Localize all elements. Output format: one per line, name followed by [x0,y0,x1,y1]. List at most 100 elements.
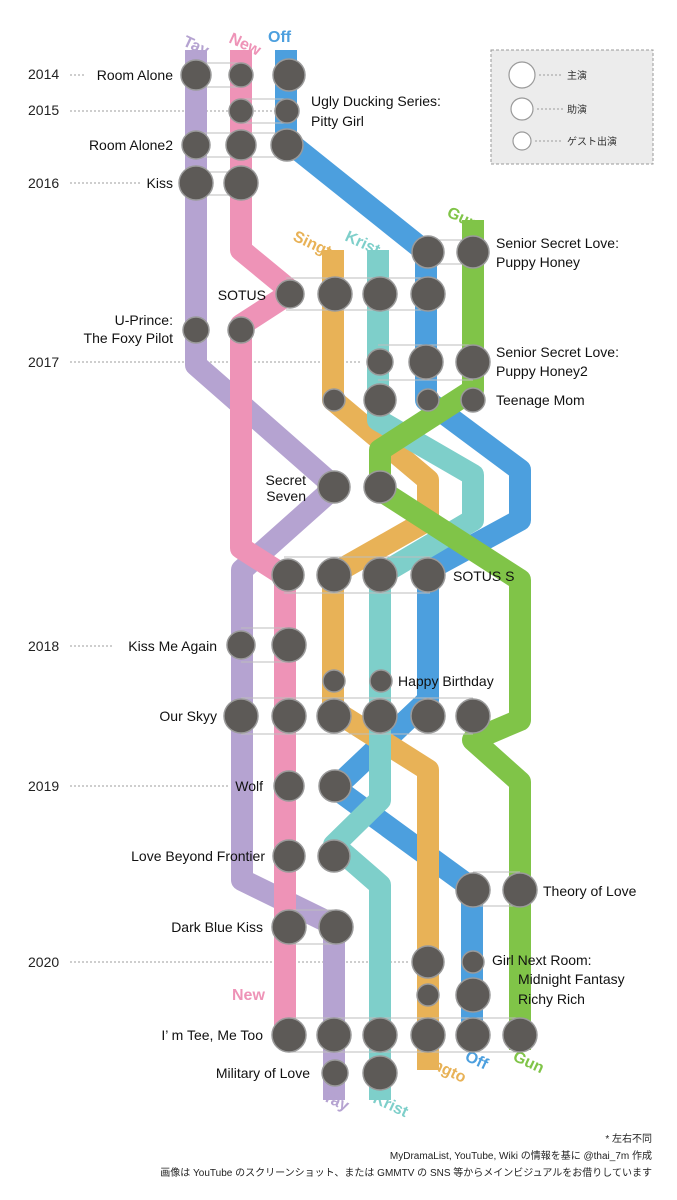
work-secret-seven-line2: Seven [266,488,306,504]
work-room-alone2: Room Alone2 [89,137,173,153]
footer-source: MyDramaList, YouTube, Wiki の情報を基に @thai_… [390,1149,652,1162]
label-new-bottom: New [232,987,265,1004]
portrait-kiss-new [223,165,259,201]
portrait-richy-singto [416,983,440,1007]
year-2014: 2014 [28,66,59,82]
portrait-our-skyy-singto [316,698,352,734]
label-off-top: Off [268,29,292,46]
work-sotus-s: SOTUS S [453,568,514,584]
work-ssl2-line2: Puppy Honey2 [496,363,588,379]
work-secret-seven-line1: Secret [266,472,307,488]
singto-line [322,250,439,1070]
portrait-theory-off [455,872,491,908]
work-wolf: Wolf [235,778,263,794]
portrait-imtee-off [455,1017,491,1053]
portrait-sotus-krist [362,276,398,312]
portrait-gnr-singto [411,945,445,979]
portrait-teenage-mom-off [416,388,440,412]
year-2017: 2017 [28,354,59,370]
work-our-skyy: Our Skyy [159,708,217,724]
actor-labels-top: Tay New Off Singto Krist Gun [180,29,480,265]
portrait-room-alone2-off [270,128,304,162]
work-richy-rich: Richy Rich [518,991,585,1007]
portrait-our-skyy-gun [455,698,491,734]
gun-line [369,220,531,1050]
work-girl-next-room-line1: Girl Next Room: [492,952,592,968]
work-sotus: SOTUS [218,287,266,303]
work-happy-birthday: Happy Birthday [398,673,494,689]
year-2019: 2019 [28,778,59,794]
portrait-sotus-off [410,276,446,312]
portrait-secret-seven-tay [317,470,351,504]
work-u-prince-line2: The Foxy Pilot [84,330,174,346]
portrait-our-skyy-krist [362,698,398,734]
legend-circle-lead [508,61,536,89]
portrait-dbk-tay [318,909,354,945]
portrait-kiss-me-again-tay [226,630,256,660]
portrait-our-skyy-off [410,698,446,734]
legend-circle-support [510,97,534,121]
portrait-ssl2-krist [366,348,394,376]
portrait-room-alone2-new [225,129,257,161]
work-kiss: Kiss [147,175,173,191]
portrait-our-skyy-new [271,698,307,734]
footer: * 左右不同 MyDramaList, YouTube, Wiki の情報を基に… [160,1132,652,1179]
work-dark-blue-kiss: Dark Blue Kiss [171,919,263,935]
work-teenage-mom: Teenage Mom [496,392,585,408]
portrait-teenage-mom-gun [460,387,486,413]
label-tay-bottom: Tay [320,1088,351,1115]
portrait-ssl-off [411,235,445,269]
portrait-sotus-s-singto [316,557,352,593]
portraits [178,58,538,1091]
portrait-ugly-ducking-off [274,98,300,124]
portrait-ssl2-off [408,344,444,380]
portrait-gnr-off [461,950,485,974]
work-ssl2-line1: Senior Secret Love: [496,344,619,360]
work-ssl-line2: Puppy Honey [496,254,580,270]
label-gun-bottom: Gun [510,1048,546,1077]
portrait-kiss-me-again-new [271,627,307,663]
portrait-sotus-s-new [271,558,305,592]
work-ugly-ducking-line2: Pitty Girl [311,113,364,129]
year-2015: 2015 [28,102,59,118]
portrait-ugly-ducking-new [228,98,254,124]
work-love-beyond-frontier: Love Beyond Frontier [131,848,265,864]
portrait-happy-birthday-krist [369,669,393,693]
work-theory-of-love: Theory of Love [543,883,637,899]
work-u-prince-line1: U-Prince: [115,312,173,328]
portrait-imtee-new [271,1017,307,1053]
portrait-ssl-gun [456,235,490,269]
year-axis: 2014 2015 2016 2017 2018 2019 2020 [28,66,410,970]
portrait-secret-seven-gun [363,470,397,504]
work-girl-next-room-line2: Midnight Fantasy [518,971,625,987]
work-kiss-me-again: Kiss Me Again [128,638,217,654]
portrait-lbf-krist [317,839,351,873]
portrait-military-tay [321,1059,349,1087]
portrait-sotus-singto [317,276,353,312]
portrait-imtee-gun [502,1017,538,1053]
portrait-our-skyy-tay [223,698,259,734]
work-room-alone: Room Alone [97,67,173,83]
footer-note: * 左右不同 [605,1132,652,1145]
portrait-military-krist [362,1055,398,1091]
label-singto-bottom: Singto [416,1050,468,1087]
legend-guest-label: ゲスト出演 [567,135,617,148]
portrait-imtee-tay [316,1017,352,1053]
legend-support-label: 助演 [567,103,587,116]
year-2018: 2018 [28,638,59,654]
year-2020: 2020 [28,954,59,970]
off-line [275,50,531,1040]
work-ssl-line1: Senior Secret Love: [496,235,619,251]
work-titles: Room Alone Ugly Ducking Series: Pitty Gi… [84,67,637,1081]
portrait-dbk-new [271,909,307,945]
portrait-room-alone2-tay [181,130,211,160]
portrait-teenage-mom-singto [322,388,346,412]
footer-credit: 画像は YouTube のスクリーンショット、または GMMTV の SNS 等… [160,1166,652,1179]
portrait-ssl2-gun [455,344,491,380]
portrait-sotus-s-krist [362,557,398,593]
work-military-of-love: Military of Love [216,1065,310,1081]
portrait-wolf-new [273,770,305,802]
portrait-teenage-mom-krist [363,383,397,417]
label-singto-top: Singto [290,228,342,265]
work-ugly-ducking-line1: Ugly Ducking Series: [311,93,441,109]
